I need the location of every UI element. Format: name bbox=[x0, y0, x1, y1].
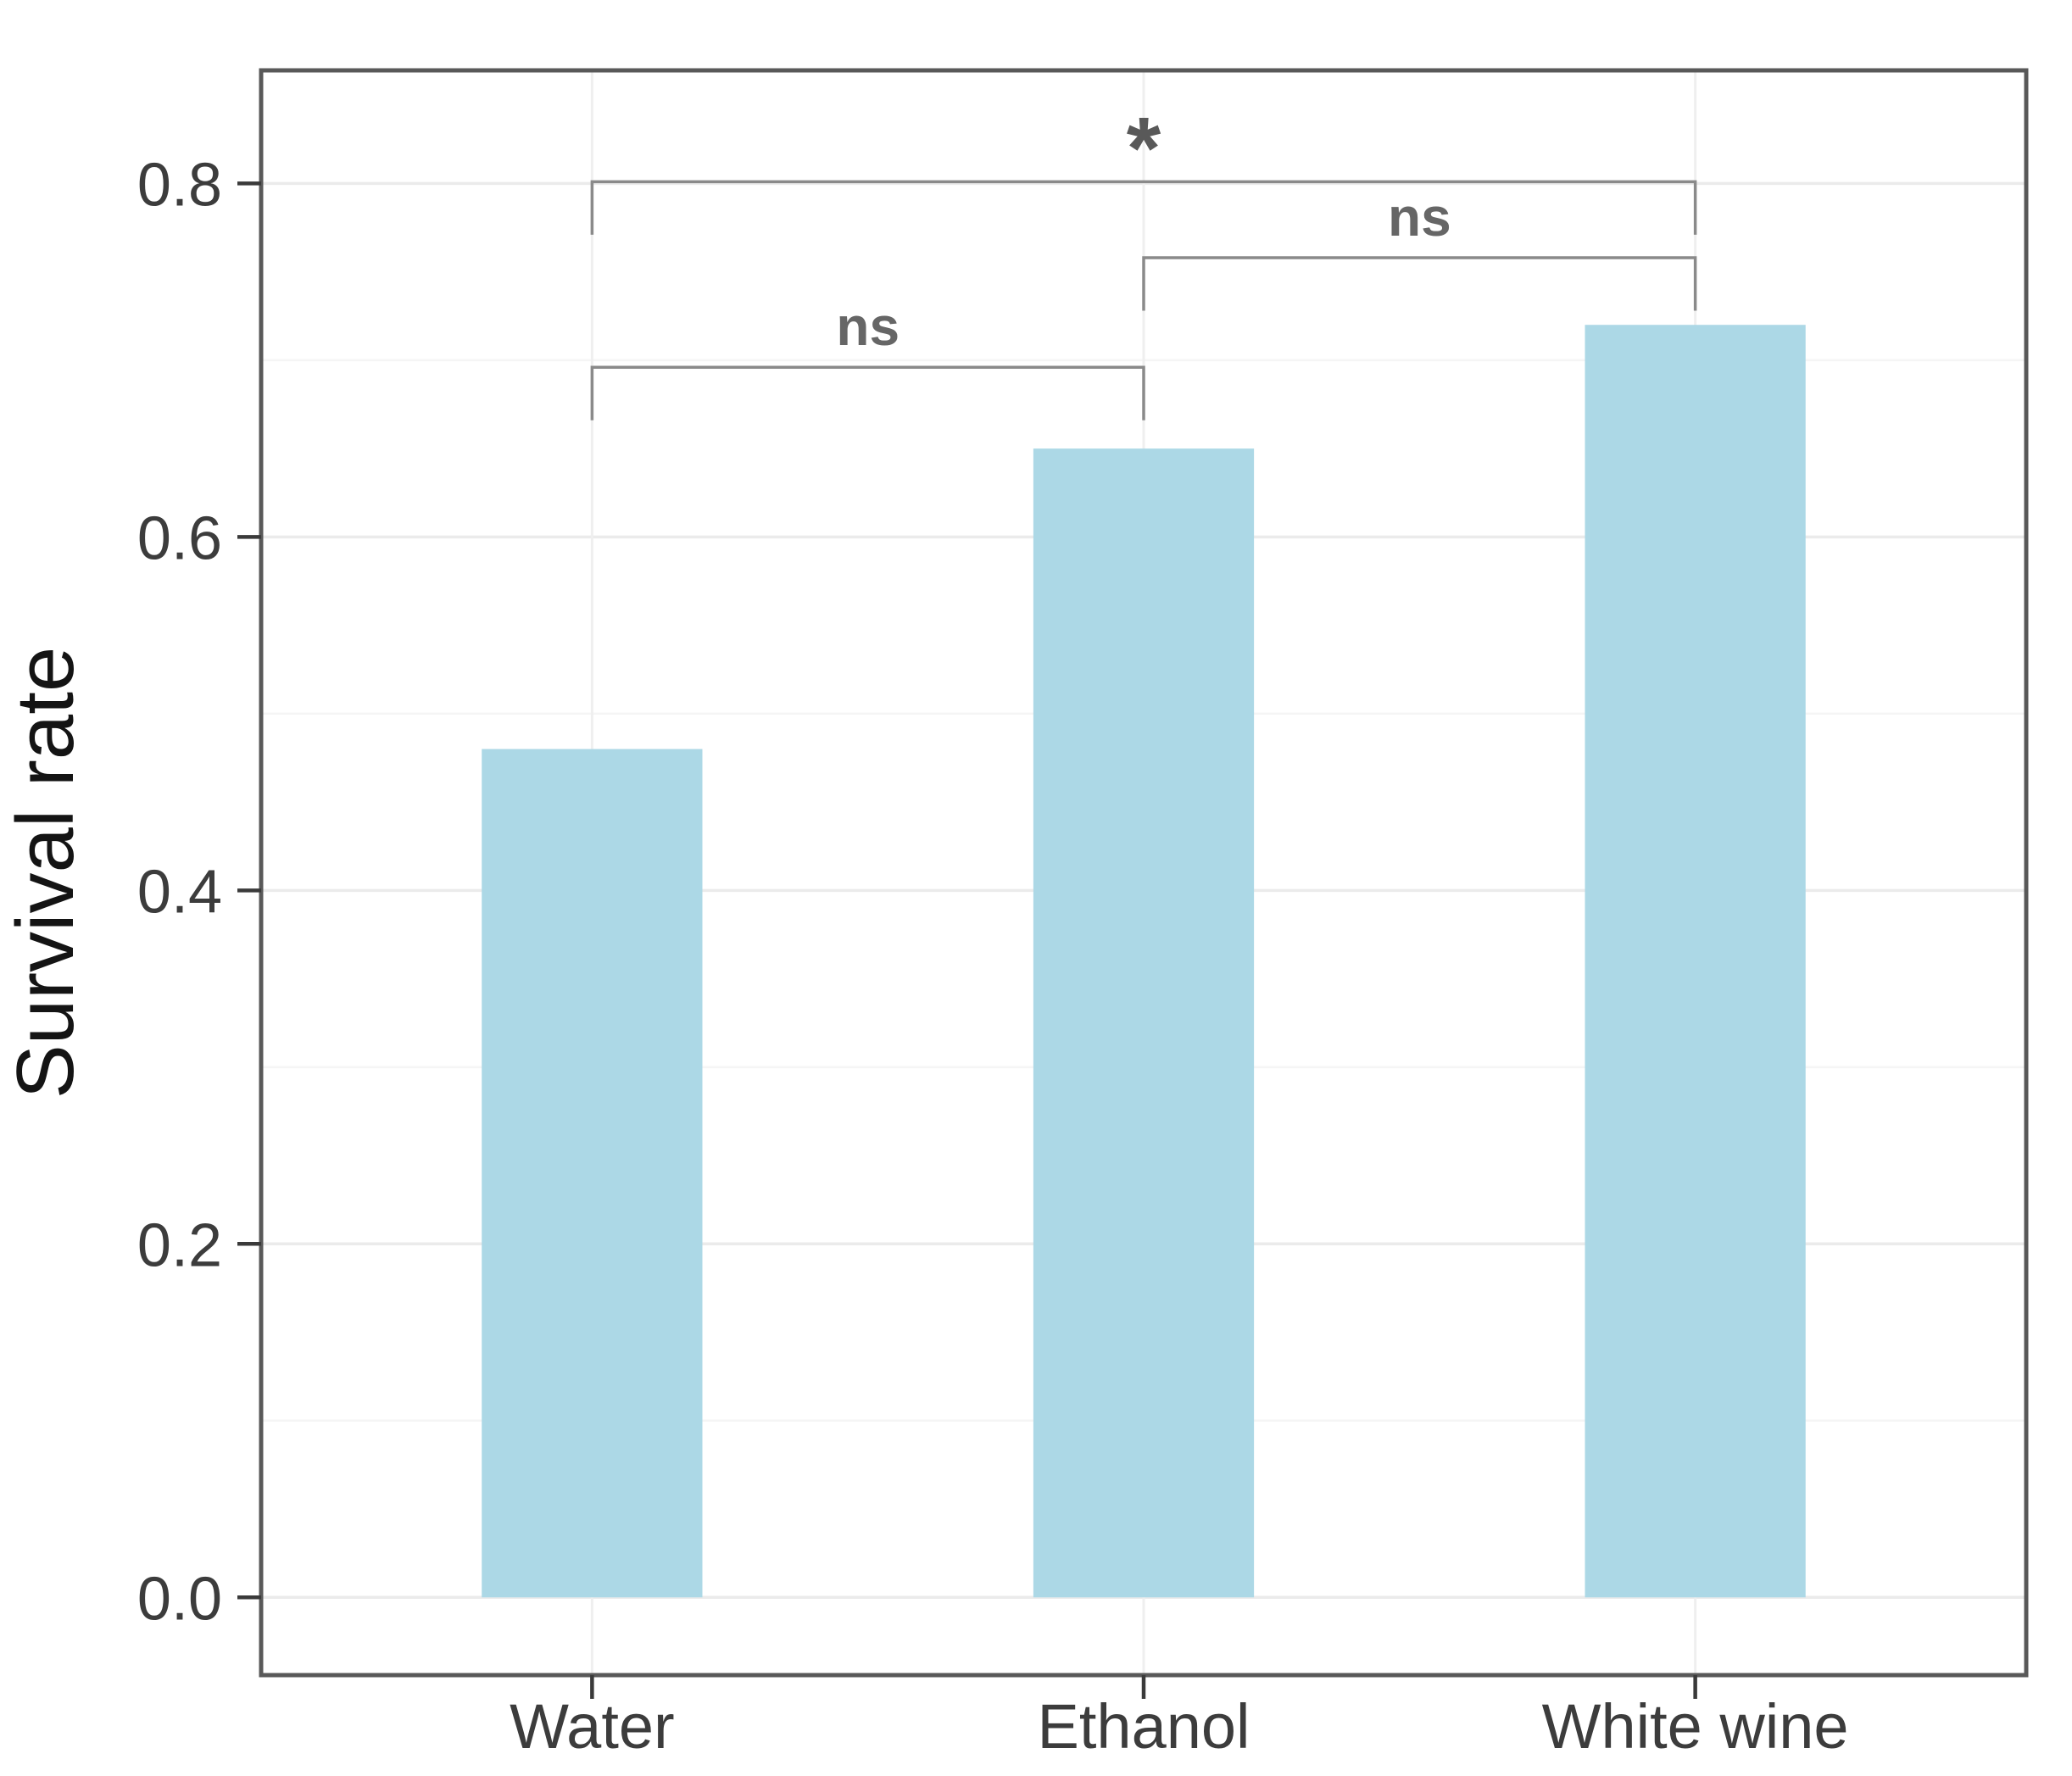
bar-water bbox=[482, 749, 703, 1598]
y-tick-label: 0.8 bbox=[137, 151, 222, 219]
x-category-label-white-wine: White wine bbox=[1542, 1691, 1849, 1762]
y-tick-label: 0.4 bbox=[137, 858, 222, 926]
bar-white-wine bbox=[1585, 325, 1806, 1598]
significance-bracket-water-ethanol bbox=[590, 365, 1145, 420]
significance-bracket-ethanol-white-wine bbox=[1142, 256, 1697, 311]
x-category-label-water: Water bbox=[510, 1691, 675, 1762]
significance-label-ethanol-white-wine: ns bbox=[1388, 187, 1451, 248]
y-tick-label: 0.6 bbox=[137, 504, 222, 572]
significance-label-water-ethanol: ns bbox=[836, 296, 900, 357]
significance-label-water-white-wine: * bbox=[1127, 99, 1161, 198]
y-tick-label: 0.2 bbox=[137, 1211, 222, 1279]
y-axis-title: Survival rate bbox=[0, 647, 91, 1100]
y-tick-label: 0.0 bbox=[137, 1565, 222, 1633]
significance-bracket-water-white-wine bbox=[590, 180, 1697, 235]
bar-ethanol bbox=[1033, 448, 1255, 1598]
x-category-label-ethanol: Ethanol bbox=[1038, 1691, 1250, 1762]
